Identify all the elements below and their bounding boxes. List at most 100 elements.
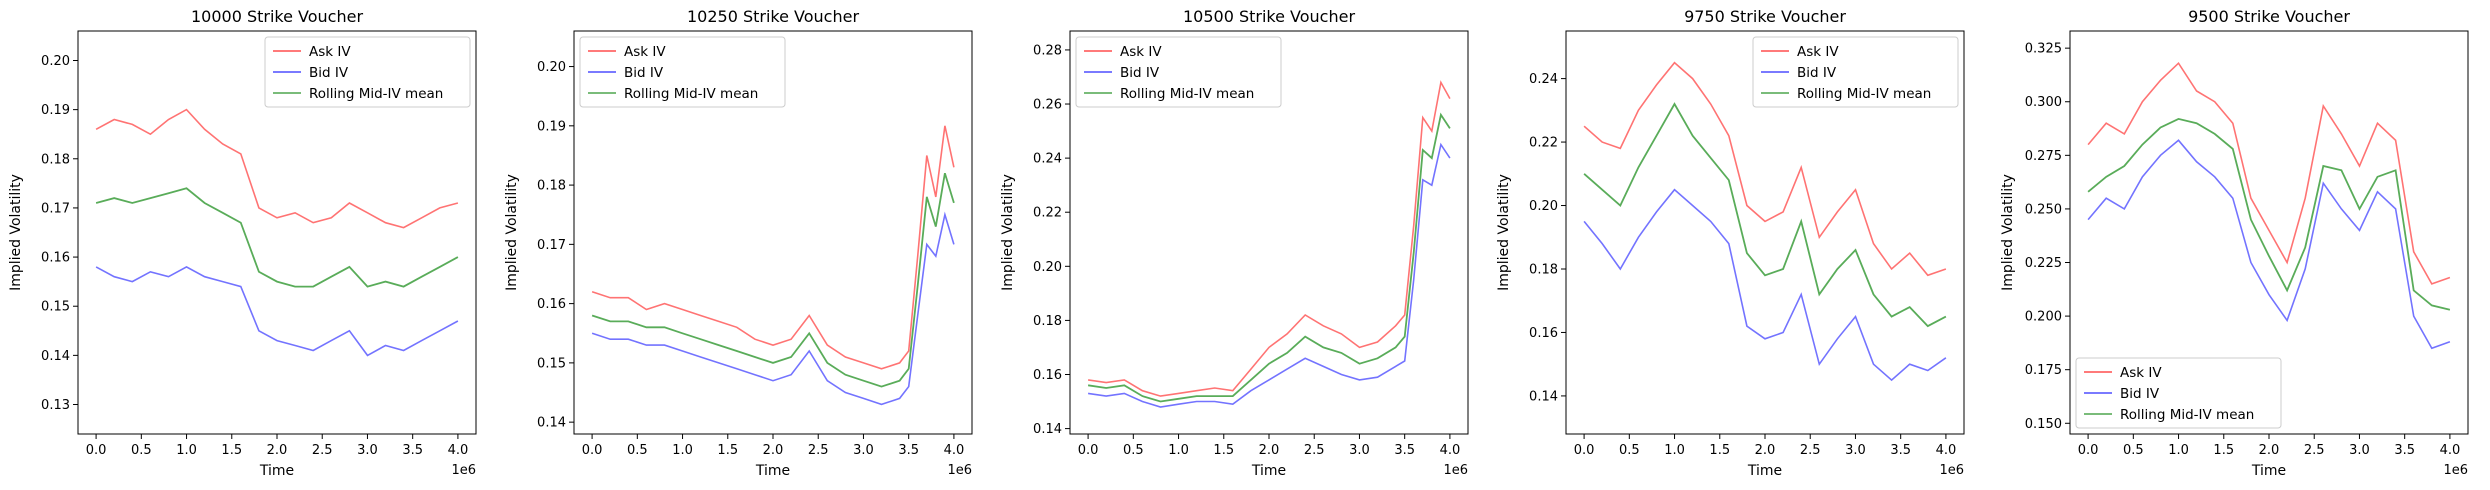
y-tick-label: 0.150 — [2025, 417, 2062, 432]
y-tick-label: 0.14 — [1529, 389, 1558, 404]
x-tick-label: 2.0 — [267, 443, 288, 458]
y-tick-label: 0.225 — [2025, 256, 2062, 271]
series-line-ask-iv — [95, 108, 459, 229]
y-axis-label: Implied Volatility — [1496, 174, 1512, 291]
x-tick-label: 0.5 — [131, 443, 152, 458]
legend-label-rolling-mid-iv-mean: Rolling Mid-IV mean — [309, 86, 443, 102]
legend-label-ask-iv: Ask IV — [309, 44, 351, 60]
x-tick-label: 3.0 — [1349, 443, 1370, 458]
legend-box — [1075, 36, 1282, 108]
legend-label-rolling-mid-iv-mean: Rolling Mid-IV mean — [624, 86, 758, 102]
y-tick-label: 0.18 — [41, 152, 70, 167]
legend: Ask IV Bid IV Rolling Mid-IV mean — [2075, 357, 2282, 429]
y-tick-label: 0.300 — [2025, 95, 2062, 110]
legend-box — [264, 36, 471, 108]
chart-title: 9750 Strike Voucher — [1684, 7, 1846, 26]
series-line-ask-iv — [1583, 61, 1947, 277]
chart-title: 10000 Strike Voucher — [191, 7, 363, 26]
legend-label-ask-iv: Ask IV — [1120, 44, 1162, 60]
y-tick-label: 0.18 — [1529, 262, 1558, 277]
y-tick-label: 0.17 — [41, 201, 70, 216]
legend-label-bid-iv: Bid IV — [2120, 386, 2160, 402]
y-tick-label: 0.16 — [1033, 368, 1062, 383]
legend-box — [1752, 36, 1959, 108]
chart-panel-10000-strike-voucher: 0.0 0.5 1.0 1.5 2.0 2.5 3.0 3.5 4.0 0.13 0.14 0.15 0… — [8, 7, 477, 479]
legend-label-rolling-mid-iv-mean: Rolling Mid-IV mean — [1797, 86, 1931, 102]
x-axis-label: Time — [1747, 463, 1782, 479]
chart-panel-10250-strike-voucher: 0.0 0.5 1.0 1.5 2.0 2.5 3.0 3.5 4.0 0.14 0.15 0.16 0… — [504, 7, 973, 479]
x-tick-label: 1.0 — [1168, 443, 1189, 458]
y-axis-label: Implied Volatility — [1000, 174, 1016, 291]
y-tick-label: 0.18 — [537, 179, 566, 194]
y-tick-label: 0.14 — [41, 349, 70, 364]
x-tick-label: 0.0 — [1574, 443, 1595, 458]
x-tick-label: 3.5 — [2394, 443, 2415, 458]
chart-title: 10500 Strike Voucher — [1183, 7, 1355, 26]
x-tick-label: 3.0 — [2349, 443, 2370, 458]
x-tick-label: 3.0 — [357, 443, 378, 458]
x-tick-label: 3.0 — [1845, 443, 1866, 458]
series-line-ask-iv — [1087, 80, 1451, 397]
y-axis-label: Implied Volatility — [2000, 174, 2016, 291]
x-axis-label: Time — [259, 463, 294, 479]
y-tick-label: 0.14 — [1033, 422, 1062, 437]
y-tick-label: 0.200 — [2025, 310, 2062, 325]
y-tick-label: 0.17 — [537, 238, 566, 253]
series-line-bid-iv — [1087, 142, 1451, 408]
series-line-bid-iv — [2087, 139, 2451, 350]
legend-label-ask-iv: Ask IV — [624, 44, 666, 60]
x-tick-label: 2.0 — [1259, 443, 1280, 458]
y-axis-label: Implied Volatility — [8, 174, 24, 291]
x-tick-label: 2.5 — [2304, 443, 2325, 458]
x-tick-label: 3.5 — [1394, 443, 1415, 458]
legend-label-bid-iv: Bid IV — [309, 65, 349, 81]
x-tick-label: 3.5 — [1890, 443, 1911, 458]
chart-panel-9500-strike-voucher: 0.0 0.5 1.0 1.5 2.0 2.5 3.0 3.5 4.0 0.150 0.175 0.2… — [2000, 7, 2469, 479]
legend-label-rolling-mid-iv-mean: Rolling Mid-IV mean — [1120, 86, 1254, 102]
y-tick-label: 0.13 — [41, 398, 70, 413]
x-tick-label: 1.0 — [672, 443, 693, 458]
x-tick-label: 3.5 — [402, 443, 423, 458]
legend-box — [2075, 357, 2282, 429]
x-tick-label: 0.5 — [1619, 443, 1640, 458]
y-tick-label: 0.20 — [1529, 199, 1558, 214]
series-line-rolling-mid-iv-mean — [1583, 102, 1947, 328]
x-tick-label: 3.5 — [898, 443, 919, 458]
legend: Ask IV Bid IV Rolling Mid-IV mean — [1752, 36, 1959, 108]
x-tick-label: 1.0 — [176, 443, 197, 458]
y-tick-label: 0.20 — [537, 60, 566, 75]
series-line-rolling-mid-iv-mean — [591, 172, 955, 388]
legend-label-ask-iv: Ask IV — [1797, 44, 1839, 60]
x-offset-label: 1e6 — [1443, 463, 1468, 478]
x-tick-label: 0.5 — [1123, 443, 1144, 458]
x-tick-label: 4.0 — [448, 443, 469, 458]
y-tick-label: 0.19 — [41, 103, 70, 118]
legend-box — [579, 36, 786, 108]
chart-title: 9500 Strike Voucher — [2188, 7, 2350, 26]
y-tick-label: 0.16 — [41, 251, 70, 266]
y-tick-label: 0.24 — [1033, 152, 1062, 167]
legend-label-bid-iv: Bid IV — [1797, 65, 1837, 81]
x-tick-label: 2.5 — [808, 443, 829, 458]
legend-label-rolling-mid-iv-mean: Rolling Mid-IV mean — [2120, 407, 2254, 423]
legend: Ask IV Bid IV Rolling Mid-IV mean — [1075, 36, 1282, 108]
x-tick-label: 4.0 — [2440, 443, 2461, 458]
legend: Ask IV Bid IV Rolling Mid-IV mean — [579, 36, 786, 108]
x-tick-label: 2.0 — [2259, 443, 2280, 458]
x-axis-label: Time — [2251, 463, 2286, 479]
x-tick-label: 0.0 — [86, 443, 107, 458]
chart-panel-9750-strike-voucher: 0.0 0.5 1.0 1.5 2.0 2.5 3.0 3.5 4.0 0.14 0.16 0.18 0… — [1496, 7, 1965, 479]
series-line-rolling-mid-iv-mean — [95, 187, 459, 288]
x-tick-label: 2.5 — [1304, 443, 1325, 458]
series-line-rolling-mid-iv-mean — [2087, 117, 2451, 311]
x-tick-label: 1.5 — [1709, 443, 1730, 458]
x-tick-label: 2.0 — [1755, 443, 1776, 458]
x-tick-label: 1.0 — [1664, 443, 1685, 458]
y-tick-label: 0.250 — [2025, 202, 2062, 217]
x-offset-label: 1e6 — [947, 463, 972, 478]
y-tick-label: 0.16 — [537, 297, 566, 312]
x-tick-label: 3.0 — [853, 443, 874, 458]
y-tick-label: 0.22 — [1033, 206, 1062, 221]
y-axis-label: Implied Volatility — [504, 174, 520, 291]
